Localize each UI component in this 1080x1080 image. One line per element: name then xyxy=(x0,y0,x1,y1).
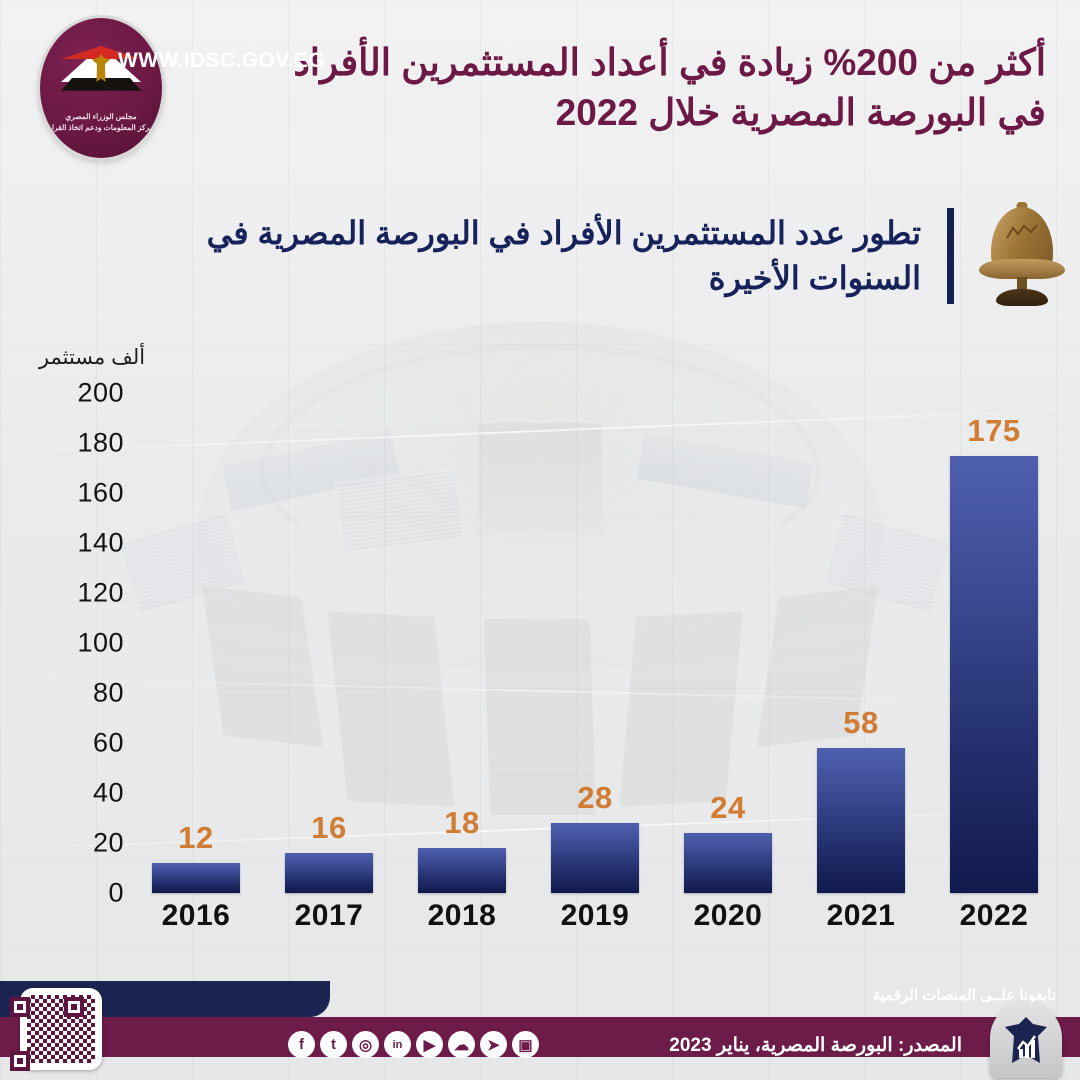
x-label-2017: 2017 xyxy=(294,899,364,932)
facebook-icon[interactable]: f xyxy=(288,1031,315,1058)
egx-eagle-icon xyxy=(1005,1017,1047,1063)
bar-value-2018: 18 xyxy=(444,805,480,840)
twitter-icon[interactable]: t xyxy=(320,1031,347,1058)
bar-slot-2022: 175 xyxy=(948,393,1040,893)
header: أكثر من 200% زيادة في أعداد المستثمرين ا… xyxy=(0,0,1080,175)
instagram-icon[interactable]: ◎ xyxy=(352,1031,379,1058)
bar-2017[interactable] xyxy=(285,853,373,893)
bar-chart: ألف مستثمر 200 180 160 140 120 100 80 60 40 20 0 1… xyxy=(20,345,1060,950)
idsc-logo: مجلس الوزراء المصري مركز المعلومات ودعم … xyxy=(40,17,162,158)
y-tick-60: 60 xyxy=(92,727,124,758)
qr-eye xyxy=(10,1051,30,1071)
qr-eye xyxy=(10,997,30,1017)
x-label-2018: 2018 xyxy=(427,899,497,932)
footer-maroon-bar xyxy=(0,1017,1080,1057)
y-tick-140: 140 xyxy=(77,527,124,558)
bar-slot-2021: 58 xyxy=(815,393,907,893)
qr-eye xyxy=(64,997,84,1017)
x-label-2019: 2019 xyxy=(560,899,630,932)
source-text: المصدر: البورصة المصرية، يناير 2023 xyxy=(669,1035,962,1056)
bar-2022[interactable] xyxy=(950,455,1038,893)
plot-area: 200 180 160 140 120 100 80 60 40 20 0 12 16 18 28 24 58… xyxy=(77,378,1054,932)
x-label-2022: 2022 xyxy=(959,899,1029,932)
y-tick-120: 120 xyxy=(77,577,124,608)
egx-eagle-logo xyxy=(990,1002,1062,1078)
bar-slot-2018: 18 xyxy=(416,393,508,893)
x-label-2021: 2021 xyxy=(826,899,896,932)
y-tick-160: 160 xyxy=(77,477,124,508)
page-title: أكثر من 200% زيادة في أعداد المستثمرين ا… xyxy=(162,38,1064,138)
x-label-2020: 2020 xyxy=(693,899,763,932)
bars-container: 12 16 18 28 24 58 175 xyxy=(136,393,1054,893)
bell-chart-engraving xyxy=(1006,224,1038,239)
linkedin-icon[interactable]: in xyxy=(384,1031,411,1058)
y-tick-80: 80 xyxy=(92,677,124,708)
logo-text-2: مركز المعلومات ودعم اتخاذ القرار xyxy=(48,123,154,133)
bar-slot-2019: 28 xyxy=(549,393,641,893)
y-tick-180: 180 xyxy=(77,427,124,458)
bar-value-2022: 175 xyxy=(967,412,1021,448)
bar-2016[interactable] xyxy=(152,863,240,893)
bar-2021[interactable] xyxy=(817,748,905,893)
soundcloud-icon[interactable]: ☁ xyxy=(448,1031,475,1058)
title-line-2: في البورصة المصرية خلال 2022 xyxy=(555,91,1047,133)
bar-value-2017: 16 xyxy=(311,810,347,845)
follow-label: تابعونا علــى المنصات الرقمية xyxy=(872,987,1056,1004)
app-icon[interactable]: ▣ xyxy=(512,1031,539,1058)
bar-2018[interactable] xyxy=(418,848,506,893)
youtube-icon[interactable]: ▶ xyxy=(416,1031,443,1058)
x-label-2016: 2016 xyxy=(161,899,231,932)
y-tick-20: 20 xyxy=(92,827,124,858)
title-line-1: أكثر من 200% زيادة في أعداد المستثمرين ا… xyxy=(293,41,1046,83)
qr-code[interactable] xyxy=(20,988,102,1070)
y-tick-200: 200 xyxy=(77,377,124,408)
subtitle-row: تطور عدد المستثمرين الأفراد في البورصة ا… xyxy=(0,192,1080,320)
telegram-icon[interactable]: ➤ xyxy=(480,1031,507,1058)
bar-value-2020: 24 xyxy=(710,790,746,825)
bar-value-2021: 58 xyxy=(843,705,879,740)
footer: تابعونا علــى المنصات الرقمية xyxy=(0,975,1080,1080)
x-axis-labels: 2016 2017 2018 2019 2020 2021 2022 xyxy=(136,899,1054,933)
y-tick-40: 40 xyxy=(92,777,124,808)
y-axis-ticks: 200 180 160 140 120 100 80 60 40 20 0 xyxy=(20,378,124,908)
social-links[interactable]: f t ◎ in ▶ ☁ ➤ ▣ xyxy=(288,1031,539,1058)
trading-bell-icon xyxy=(976,201,1068,311)
bar-2020[interactable] xyxy=(684,833,772,893)
bar-value-2016: 12 xyxy=(178,820,214,855)
bar-slot-2017: 16 xyxy=(283,393,375,893)
y-tick-0: 0 xyxy=(108,877,124,908)
y-tick-100: 100 xyxy=(77,627,124,658)
bar-slot-2016: 12 xyxy=(150,393,242,893)
bar-slot-2020: 24 xyxy=(682,393,774,893)
website-url[interactable]: WWW.IDSC.GOV.EG xyxy=(118,49,326,72)
y-axis-label: ألف مستثمر xyxy=(38,346,146,369)
bar-2019[interactable] xyxy=(551,823,639,893)
bar-value-2019: 28 xyxy=(577,780,613,815)
subtitle-accent-bar xyxy=(947,208,954,304)
subtitle-text: تطور عدد المستثمرين الأفراد في البورصة ا… xyxy=(206,214,921,296)
logo-text-1: مجلس الوزراء المصري xyxy=(65,112,137,122)
